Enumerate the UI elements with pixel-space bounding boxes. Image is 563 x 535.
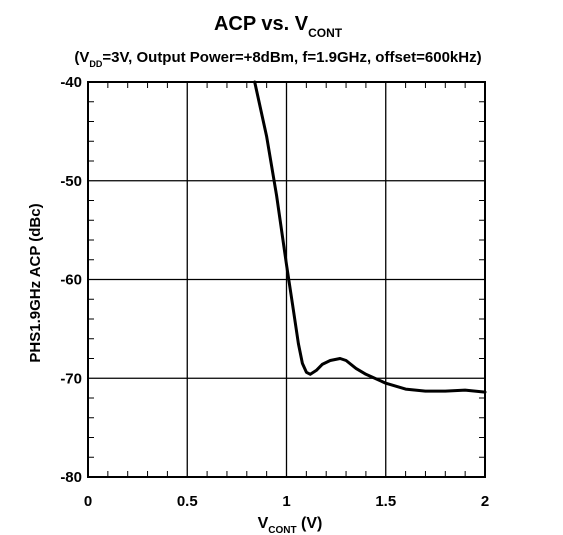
y-axis-label-line1: ACP (dBc) [27, 203, 44, 277]
y-tick-label-0: -40 [60, 74, 82, 91]
x-tick-label-1: 0.5 [177, 493, 198, 510]
chart-subtitle-open: (V [74, 49, 89, 66]
x-tick-label-3: 1.5 [375, 493, 396, 510]
y-tick-label-2: -60 [60, 272, 82, 289]
x-axis-label-subscript: CONT [268, 525, 296, 535]
x-axis-label: VCONT (V) [258, 515, 323, 535]
y-tick-label-4: -80 [60, 469, 82, 486]
x-tick-label-4: 2 [481, 493, 489, 510]
y-axis-label: PHS1.9GHz ACP (dBc) [27, 203, 44, 362]
y-tick-label-1: -50 [60, 173, 82, 190]
chart-title-subscript: CONT [308, 26, 343, 40]
x-axis-label-main: V [258, 515, 269, 532]
y-axis-label-line2: PHS1.9GHz [27, 281, 44, 363]
x-tick-label-2: 1 [282, 493, 290, 510]
chart-title-main: ACP vs. V [214, 13, 309, 35]
chart-subtitle: (VDD=3V, Output Power=+8dBm, f=1.9GHz, o… [74, 49, 481, 69]
chart-subtitle-subscript: DD [89, 59, 102, 69]
chart-subtitle-rest: =3V, Output Power=+8dBm, f=1.9GHz, offse… [102, 49, 481, 66]
x-axis-label-unit: (V) [297, 515, 323, 532]
series-line-0 [253, 80, 487, 394]
x-tick-label-0: 0 [84, 493, 92, 510]
y-tick-label-3: -70 [60, 370, 82, 387]
chart-title: ACP vs. VCONT [214, 13, 343, 40]
